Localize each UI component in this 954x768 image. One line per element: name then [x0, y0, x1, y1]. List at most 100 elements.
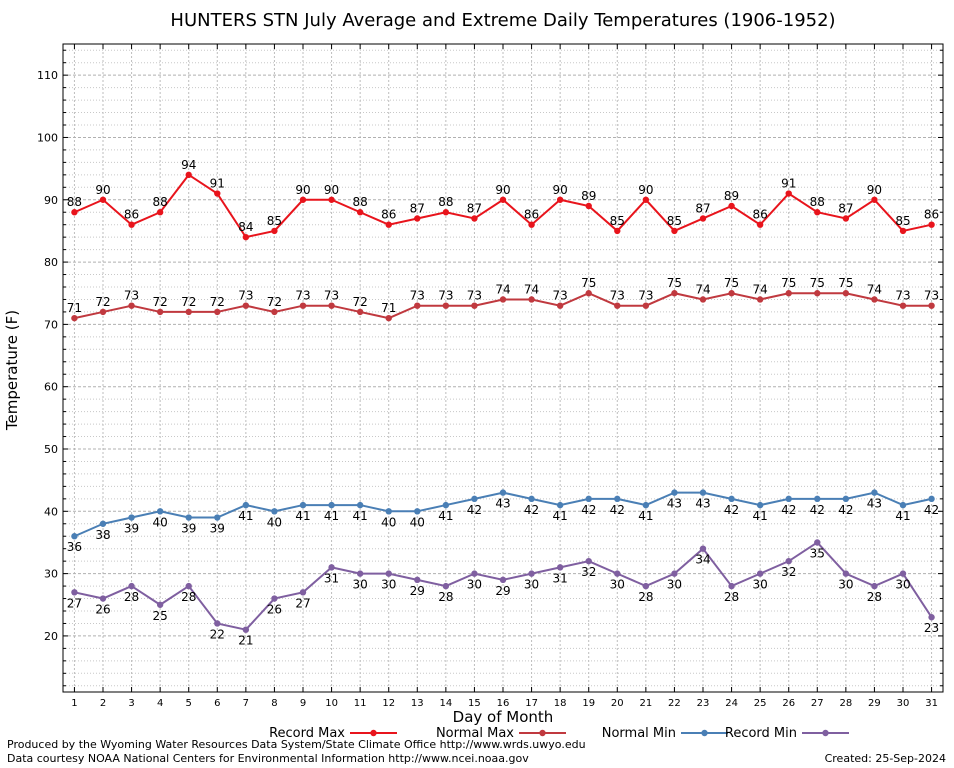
data-point [871, 196, 878, 203]
data-point [528, 570, 535, 577]
data-point [385, 570, 392, 577]
data-label: 42 [781, 503, 796, 517]
data-label: 88 [153, 195, 168, 209]
data-point [585, 557, 592, 565]
y-tick-label: 70 [44, 318, 58, 331]
data-point [242, 501, 250, 509]
data-label: 86 [924, 208, 939, 222]
data-point [556, 302, 564, 309]
data-point [642, 582, 650, 590]
data-point [756, 501, 764, 509]
data-label: 75 [810, 276, 825, 290]
data-point [528, 495, 535, 503]
x-tick-label: 16 [497, 698, 510, 709]
data-point [699, 489, 707, 496]
legend-label: Record Max [269, 726, 345, 741]
data-point [356, 501, 364, 509]
data-label: 75 [667, 276, 682, 290]
data-label: 74 [524, 282, 539, 296]
data-label: 43 [867, 497, 882, 511]
data-label: 73 [467, 289, 482, 303]
data-label: 34 [695, 553, 710, 567]
data-label: 90 [638, 183, 653, 197]
data-label: 87 [410, 201, 425, 215]
data-point [442, 501, 450, 509]
data-label: 22 [210, 627, 225, 641]
data-label: 42 [924, 503, 939, 517]
data-point [214, 308, 221, 316]
data-label: 72 [95, 295, 110, 309]
data-point [185, 171, 192, 179]
data-label: 31 [553, 571, 568, 585]
x-tick-label: 19 [582, 698, 595, 709]
data-point [899, 227, 907, 235]
data-point [585, 495, 592, 503]
data-label: 28 [867, 590, 882, 604]
data-point [385, 314, 392, 322]
data-point [356, 570, 364, 577]
data-label: 30 [524, 578, 539, 592]
data-label: 28 [181, 590, 196, 604]
data-point [328, 564, 335, 571]
data-point [271, 308, 278, 316]
y-tick-label: 60 [44, 381, 58, 394]
data-label: 73 [295, 289, 310, 303]
data-label: 72 [210, 295, 225, 309]
data-point [642, 196, 650, 203]
data-label: 73 [410, 289, 425, 303]
data-label: 40 [153, 515, 168, 529]
data-point [471, 302, 478, 309]
data-label: 40 [410, 515, 425, 529]
data-label: 75 [781, 276, 796, 290]
data-label: 73 [924, 289, 939, 303]
data-point [242, 302, 250, 309]
data-label: 90 [95, 183, 110, 197]
data-point [385, 508, 392, 515]
data-point [499, 576, 507, 584]
data-point [585, 290, 592, 297]
data-point [214, 620, 221, 627]
y-tick-label: 80 [44, 256, 58, 269]
data-point [728, 290, 735, 297]
data-label: 88 [810, 195, 825, 209]
data-label: 72 [267, 295, 282, 309]
data-point [699, 296, 707, 303]
data-label: 74 [867, 282, 882, 296]
data-point [785, 190, 792, 197]
x-tick-label: 9 [300, 698, 306, 709]
data-point [99, 520, 107, 527]
data-label: 43 [667, 497, 682, 511]
data-label: 36 [67, 540, 82, 554]
data-label: 41 [324, 509, 339, 523]
data-label: 74 [695, 282, 710, 296]
data-label: 73 [638, 289, 653, 303]
x-tick-label: 27 [811, 698, 824, 709]
data-label: 39 [210, 522, 225, 536]
data-label: 84 [238, 220, 253, 234]
legend-entry-normal-min: Normal Min [602, 726, 728, 741]
x-tick-label: 21 [639, 698, 652, 709]
data-point [842, 215, 850, 222]
footer-created: Created: 25-Sep-2024 [824, 752, 946, 765]
data-point [699, 545, 707, 552]
data-point [356, 308, 364, 316]
data-point [471, 570, 478, 577]
data-point [756, 296, 764, 303]
x-tick-label: 28 [839, 698, 852, 709]
data-point [642, 302, 650, 309]
data-point [614, 227, 621, 235]
data-label: 90 [495, 183, 510, 197]
data-point [928, 221, 935, 228]
y-tick-label: 100 [37, 131, 58, 144]
data-label: 87 [695, 201, 710, 215]
data-label: 32 [581, 565, 596, 579]
x-tick-label: 6 [214, 698, 220, 709]
data-point [728, 202, 735, 210]
data-label: 42 [838, 503, 853, 517]
data-label: 42 [724, 503, 739, 517]
data-label: 26 [267, 603, 282, 617]
legend-label: Normal Max [436, 726, 514, 741]
data-point [328, 302, 335, 309]
